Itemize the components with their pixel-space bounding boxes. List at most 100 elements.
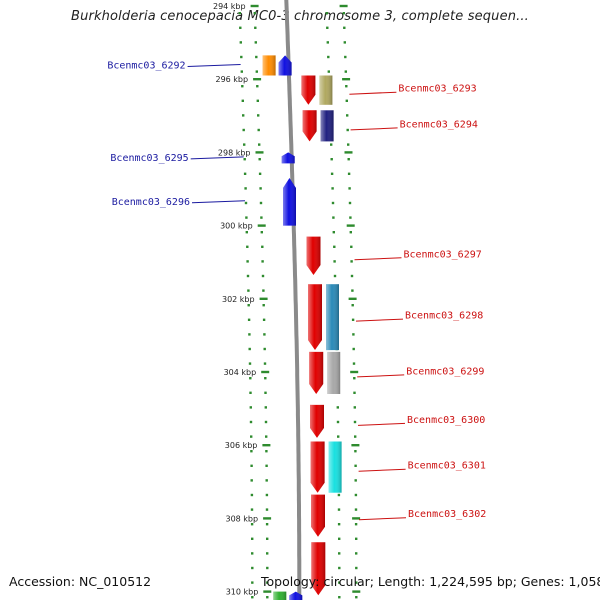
track-dot	[353, 391, 356, 394]
track-dot	[263, 362, 267, 365]
track-dot	[261, 245, 264, 248]
gene-label-bcenmc03-6292[interactable]: Bcenmc03_6292	[107, 61, 185, 72]
track-dot	[355, 596, 358, 599]
gene-label-leader	[358, 517, 407, 521]
track-dot	[337, 508, 341, 511]
gene-bcenmc03-6297[interactable]	[306, 236, 321, 275]
track-dot	[260, 216, 263, 219]
gene-label-bcenmc03-6298[interactable]: Bcenmc03_6298	[405, 311, 483, 322]
scale-tick-mark	[342, 78, 351, 81]
gene-bcenmc03-6295[interactable]	[281, 152, 295, 164]
scale-tick-mark	[261, 370, 270, 374]
gene-label-bcenmc03-6296[interactable]: Bcenmc03_6296	[112, 197, 190, 208]
gene-label-leader	[357, 374, 405, 378]
scale-tick-mark	[250, 4, 259, 8]
gene-label-bcenmc03-6299[interactable]: Bcenmc03_6299	[406, 366, 484, 377]
gene-arrow-shade	[302, 110, 317, 142]
track-dot	[351, 289, 354, 292]
gene-arrow-shade	[310, 441, 325, 493]
track-dot	[265, 435, 268, 438]
track-dot	[348, 187, 351, 190]
track-dot	[251, 581, 254, 584]
gene-arrow-shade	[311, 494, 325, 537]
gene-gene-11[interactable]	[311, 542, 326, 596]
track-dot	[354, 435, 357, 438]
gene-bcenmc03-6293[interactable]	[301, 75, 333, 105]
track-dot	[325, 12, 328, 15]
gene-arrow-shade	[283, 178, 296, 226]
gene-bcenmc03-6302[interactable]	[311, 494, 325, 537]
scale-tick-label: 308 kbp	[225, 514, 258, 523]
track-dot	[354, 450, 357, 453]
track-dot	[345, 99, 348, 102]
track-dot	[255, 55, 258, 59]
track-dot	[349, 216, 352, 219]
track-dot	[354, 479, 357, 482]
gene-label-leader	[358, 468, 406, 472]
scale-tick-mark	[253, 78, 262, 81]
track-dot	[343, 41, 346, 44]
track-dot	[353, 406, 356, 409]
gene-bcenmc03-6300[interactable]	[310, 404, 324, 438]
track-dot	[264, 391, 267, 394]
track-dot	[355, 566, 358, 570]
track-dot	[243, 143, 246, 146]
gene-label-bcenmc03-6302[interactable]: Bcenmc03_6302	[408, 509, 486, 520]
track-dot	[261, 260, 264, 263]
gene-label-bcenmc03-6300[interactable]: Bcenmc03_6300	[407, 415, 485, 426]
track-dot	[251, 566, 254, 570]
cog-category-shade	[273, 591, 287, 600]
track-dot	[243, 158, 246, 161]
track-dot	[355, 581, 358, 584]
track-dot	[338, 552, 341, 555]
gene-bcenmc03-6298[interactable]	[308, 284, 339, 351]
scale-tick-mark	[257, 224, 266, 227]
gene-label-bcenmc03-6301[interactable]: Bcenmc03_6301	[408, 461, 486, 472]
scale-tick-label: 294 kbp	[213, 2, 246, 11]
track-dot	[248, 347, 251, 351]
track-dot	[250, 435, 253, 438]
scale-tick-label: 304 kbp	[224, 368, 257, 377]
gene-bcenmc03-6301[interactable]	[310, 441, 342, 493]
gene-label-bcenmc03-6297[interactable]: Bcenmc03_6297	[404, 249, 482, 260]
cog-category-shade	[328, 441, 342, 493]
scale-tick-mark	[346, 224, 355, 227]
gene-bcenmc03-6292[interactable]	[262, 55, 292, 76]
gene-label-bcenmc03-6294[interactable]: Bcenmc03_6294	[400, 119, 478, 130]
track-dot	[244, 187, 247, 190]
gene-label-leader	[190, 156, 244, 160]
gene-bcenmc03-6299[interactable]	[309, 351, 341, 394]
track-dot	[254, 41, 257, 44]
track-dot	[352, 347, 355, 351]
gene-label-bcenmc03-6293[interactable]: Bcenmc03_6293	[398, 84, 476, 95]
track-dot	[253, 12, 256, 15]
track-dot	[249, 391, 252, 394]
track-dot	[266, 596, 269, 599]
track-dot	[264, 420, 268, 424]
gene-bcenmc03-6294[interactable]	[302, 110, 334, 142]
track-dot	[337, 523, 341, 526]
gene-bcenmc03-6296[interactable]	[283, 178, 296, 226]
track-dot	[251, 552, 254, 555]
track-dot	[248, 333, 251, 336]
track-dot	[256, 99, 259, 102]
track-dot	[254, 26, 257, 29]
scale-tick-mark	[352, 590, 361, 593]
track-dot	[251, 537, 254, 540]
gene-gene-12[interactable]	[273, 591, 303, 600]
gene-label-leader	[357, 422, 406, 426]
track-dot	[326, 41, 329, 44]
gene-label-bcenmc03-6295[interactable]: Bcenmc03_6295	[110, 153, 188, 164]
track-dot	[238, 12, 241, 15]
scale-tick-mark	[344, 151, 353, 154]
track-dot	[239, 41, 242, 44]
track-dot	[327, 70, 330, 73]
track-dot	[242, 128, 245, 132]
track-dot	[347, 172, 351, 175]
gene-arrow-shade	[281, 152, 295, 164]
scale-tick-mark	[262, 444, 271, 447]
scale-tick-mark	[263, 517, 272, 520]
scale-tick-label: 302 kbp	[222, 295, 255, 304]
scale-tick-mark	[352, 517, 361, 520]
track-dot	[249, 420, 253, 424]
